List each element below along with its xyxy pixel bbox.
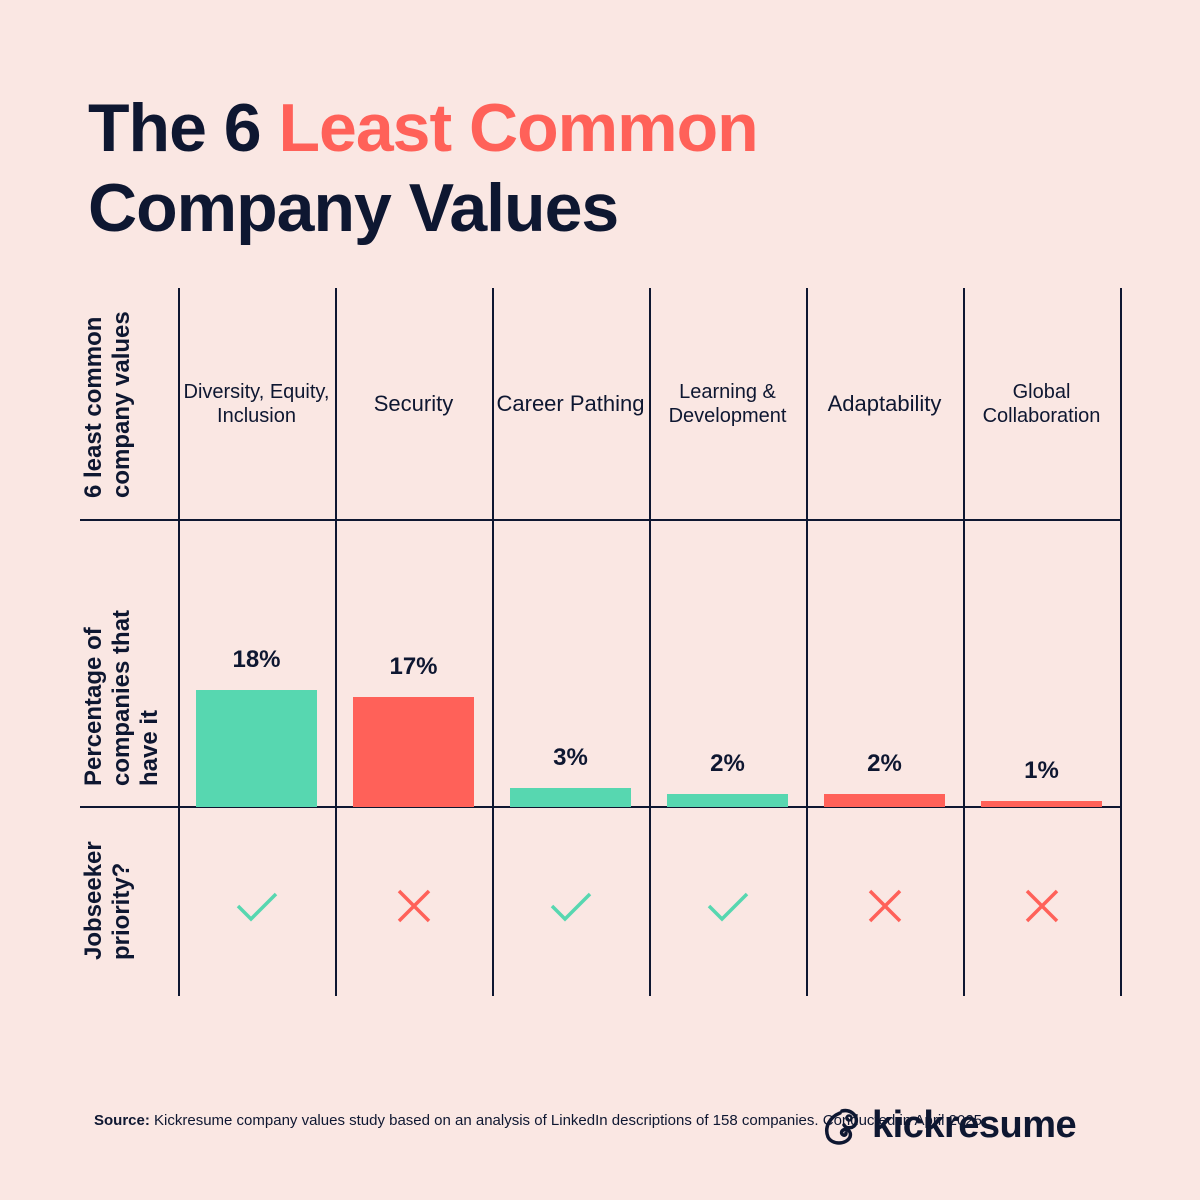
bar-value-label: 3%: [553, 743, 588, 771]
column-header: Global Collaboration: [982, 381, 1101, 427]
cross-icon: [868, 889, 901, 923]
bar-value-label: 2%: [710, 750, 745, 777]
title-part1: The 6: [88, 90, 279, 166]
column-divider: [963, 288, 965, 996]
row-label-percentage: Percentage of companies that have it: [80, 609, 163, 786]
bar-value-label: 1%: [1024, 756, 1059, 784]
column-divider: [492, 288, 494, 996]
title-highlight: Least Common: [278, 90, 759, 166]
priority-mark: [963, 886, 1120, 926]
column-divider: [1120, 288, 1122, 996]
source-text: Kickresume company values study based on…: [149, 1112, 987, 1129]
column-header: Learning & Development: [668, 381, 787, 427]
column-header: Career Pathing: [496, 391, 645, 416]
row-label-values: 6 least common company values: [80, 311, 135, 498]
bar-value-label: 17%: [389, 652, 438, 680]
bar-value-label: 18%: [232, 646, 281, 673]
source-label: Source:: [94, 1112, 150, 1129]
page-title: The 6 Least Common Company Values: [88, 88, 759, 248]
priority-mark: [335, 886, 492, 926]
bar: [667, 794, 788, 807]
column-header: Diversity, Equity, Inclusion: [183, 381, 330, 427]
priority-mark: [178, 886, 335, 926]
divider-header: [80, 519, 1120, 521]
bar: [353, 696, 474, 807]
bar: [824, 794, 945, 807]
priority-mark: [649, 886, 806, 926]
check-icon: [550, 892, 591, 922]
column-header: Security: [373, 391, 454, 416]
bar: [981, 800, 1102, 807]
cross-icon: [397, 889, 430, 923]
column-divider: [335, 288, 337, 996]
logo-text: kickresume: [872, 1104, 1077, 1146]
column-divider: [649, 288, 651, 996]
column-divider: [178, 288, 180, 996]
kickresume-logo: kickresume: [820, 1104, 1077, 1147]
bar: [196, 690, 317, 807]
priority-mark: [492, 886, 649, 926]
check-icon: [707, 892, 748, 922]
row-label-priority: Jobseeker priority?: [80, 841, 135, 960]
chameleon-icon: [825, 1108, 859, 1145]
column-divider: [806, 288, 808, 996]
title-line2: Company Values: [88, 170, 619, 246]
bar: [510, 787, 631, 807]
check-icon: [236, 892, 277, 922]
source-note: Source: Kickresume company values study …: [94, 1110, 986, 1131]
bar-value-label: 2%: [867, 750, 902, 777]
cross-icon: [1025, 889, 1058, 923]
column-header: Adaptability: [827, 391, 942, 416]
priority-mark: [806, 886, 963, 926]
